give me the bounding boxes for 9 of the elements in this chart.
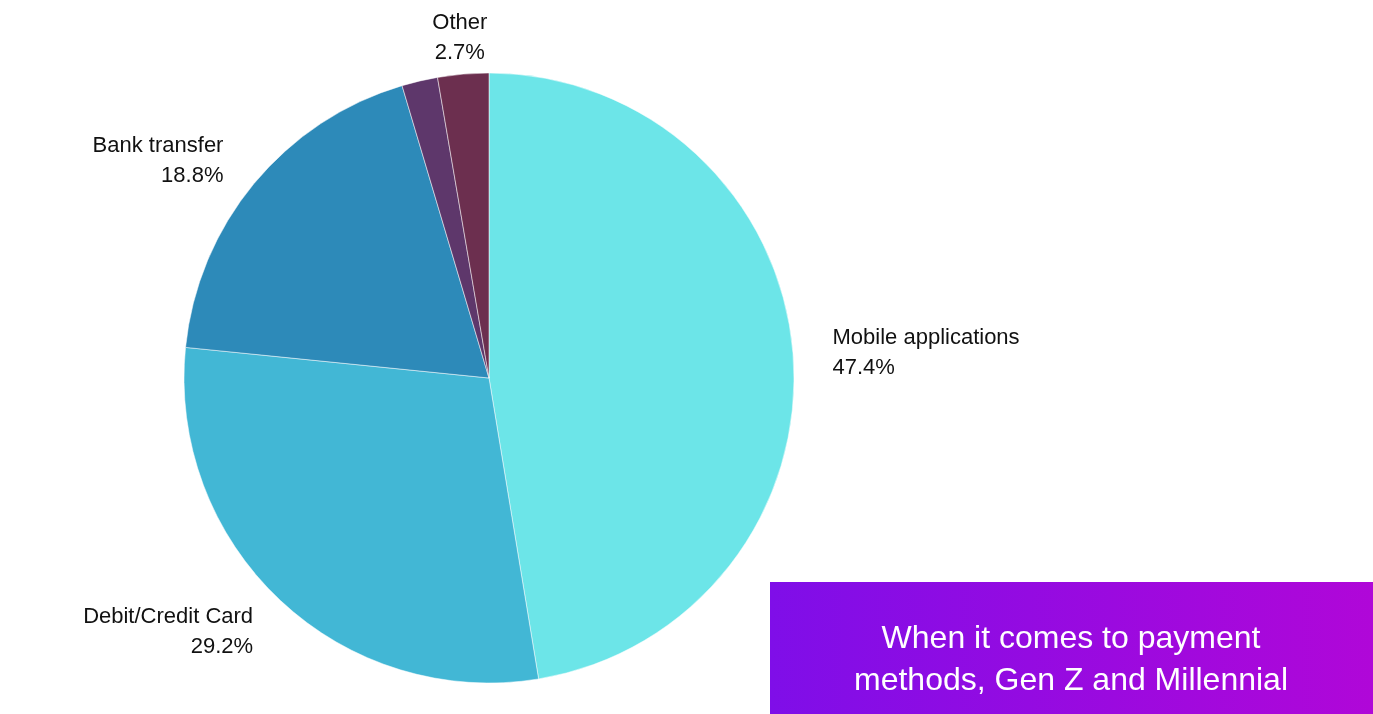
slice-label: Debit/Credit Card	[83, 603, 254, 629]
slice-label: Bank transfer	[92, 132, 224, 158]
slice-label: Mobile applications	[832, 323, 1020, 349]
data-label: 2.7%	[434, 38, 485, 64]
data-label: 29.2%	[190, 633, 254, 659]
data-label: 47.4%	[832, 353, 895, 379]
data-label: 18.8%	[161, 162, 224, 188]
text: When it comes to payment methods, Gen Z and Millennial	[854, 619, 1288, 697]
slice-label: Other	[432, 8, 488, 34]
